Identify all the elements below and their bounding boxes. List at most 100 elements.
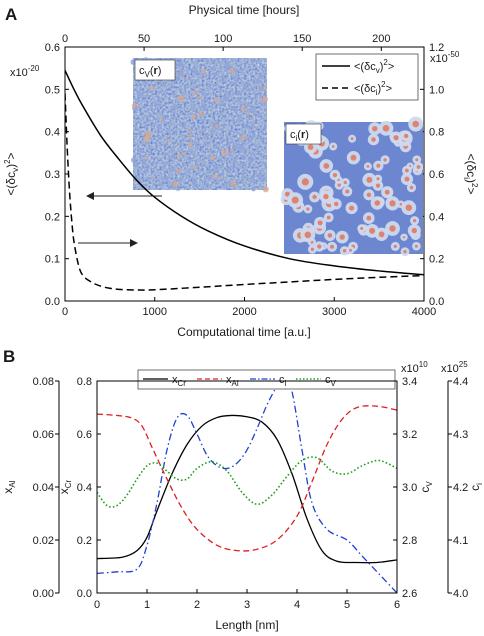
cv-hotspot (223, 95, 230, 102)
ci-droplet-core (312, 194, 317, 200)
cv-hotspot (253, 85, 257, 89)
cv-hotspot (247, 82, 251, 86)
cv-hotspot (158, 181, 164, 187)
ci-droplet-core (366, 215, 372, 221)
mult-ci-exp: 25 (459, 360, 468, 369)
cv-hotspot (152, 175, 155, 179)
cv-hotspot (251, 106, 256, 111)
ci-droplet-core (376, 163, 381, 168)
cv-hotspot (180, 90, 185, 95)
cv-hotspot (175, 186, 181, 192)
cv-hotspot (235, 108, 238, 112)
cv-hotspot (131, 102, 138, 109)
svg-text:x10-50: x10-50 (430, 50, 460, 65)
cv-hotspot (167, 138, 171, 143)
cv-hotspot (221, 149, 228, 156)
b-tick-label-ci: 4.1 (453, 535, 468, 547)
cv-hotspot (156, 98, 161, 103)
ci-droplet-core (291, 196, 299, 204)
ci-droplet-core (389, 225, 396, 232)
cv-hotspot (243, 126, 246, 129)
cv-hotspot (212, 73, 215, 77)
b-tick-label-xal: 0.04 (33, 482, 54, 494)
cv-hotspot (143, 168, 149, 174)
cv-hotspot (250, 135, 255, 140)
cv-hotspot (156, 124, 162, 130)
legend-a-box (315, 53, 419, 101)
a-left-tick-label: 0.4 (45, 127, 60, 139)
b-x-tick-label: 3 (244, 599, 250, 611)
cv-hotspot (171, 104, 178, 111)
cv-hotspot (230, 140, 234, 144)
cv-hotspot (191, 114, 196, 119)
cv-hotspot (177, 147, 180, 150)
b-tick-label-xcr: 0.8 (77, 376, 92, 388)
ci-droplet-core (334, 201, 339, 207)
cv-hotspot (192, 166, 197, 171)
cv-hotspot (191, 178, 197, 184)
b-x-tick-label: 4 (294, 599, 300, 611)
cv-hotspot (240, 176, 245, 180)
cv-hotspot (184, 151, 187, 155)
panel-b-cv-label: cV (418, 481, 434, 493)
cv-hotspot (243, 155, 247, 159)
panel-b-x-label: Length [nm] (215, 618, 278, 632)
ci-droplet-core (405, 204, 412, 211)
cv-hotspot (147, 160, 150, 162)
b-x-tick-label: 1 (144, 599, 150, 611)
cv-hotspot (157, 136, 161, 141)
svg-text:x10-20: x10-20 (10, 64, 40, 79)
a-top-tick-label: 50 (138, 33, 150, 45)
cv-hotspot (200, 165, 204, 168)
ci-droplet-core (405, 168, 409, 173)
legend-a-cv-label: <(δcv)2> (354, 58, 394, 75)
cv-hotspot (142, 158, 147, 164)
cv-hotspot (169, 156, 173, 161)
cv-hotspot (262, 110, 264, 113)
b-tick-label-xal: 0.08 (33, 376, 54, 388)
panel-b-xal-label: xAl (1, 480, 17, 493)
cv-hotspot (187, 127, 191, 131)
b-x-tick-label: 0 (94, 599, 100, 611)
cv-hotspot (217, 85, 220, 89)
a-left-tick-label: 0.1 (45, 254, 60, 266)
cv-hotspot (232, 75, 239, 82)
cv-hotspot (163, 175, 169, 182)
b-tick-label-xal: 0.02 (33, 535, 54, 547)
ci-droplet-core (414, 244, 418, 248)
cv-hotspot (218, 159, 223, 163)
cv-hotspot (206, 174, 212, 180)
cv-hotspot (200, 161, 204, 164)
ci-droplet-core (404, 176, 410, 182)
ci-droplet-core (389, 200, 396, 207)
cv-hotspot (242, 84, 248, 90)
cv-hotspot (172, 154, 177, 160)
cv-hotspot (192, 90, 198, 96)
ci-droplet-core (307, 144, 314, 150)
a-top-tick-label: 200 (372, 33, 390, 45)
ci-droplet-core (393, 135, 399, 141)
cv-hotspot (175, 169, 180, 174)
ci-droplet-core (349, 248, 352, 252)
cv-hotspot (262, 141, 266, 145)
ci-droplet-core (374, 200, 381, 206)
arrow-to-left-axis (86, 192, 162, 200)
ci-droplet-core (399, 203, 403, 206)
cv-hotspot (145, 155, 149, 159)
svg-text:xAl: xAl (1, 480, 17, 493)
mult-ci-base: x10 (441, 363, 459, 375)
ci-droplet-core (350, 137, 354, 141)
cv-hotspot (258, 173, 262, 177)
cv-hotspot (250, 58, 255, 63)
ci-droplet-core (317, 220, 323, 226)
cv-hotspot (234, 184, 238, 188)
cv-hotspot (231, 93, 234, 96)
a-x-tick-label: 4000 (412, 306, 436, 318)
cv-hotspot (247, 125, 252, 130)
b-tick-label-cv: 2.8 (402, 535, 417, 547)
cv-hotspot (224, 61, 230, 67)
cv-hotspot (229, 68, 235, 74)
ci-droplet-core (327, 233, 333, 238)
a-right-tick-label: 1.0 (429, 84, 444, 96)
